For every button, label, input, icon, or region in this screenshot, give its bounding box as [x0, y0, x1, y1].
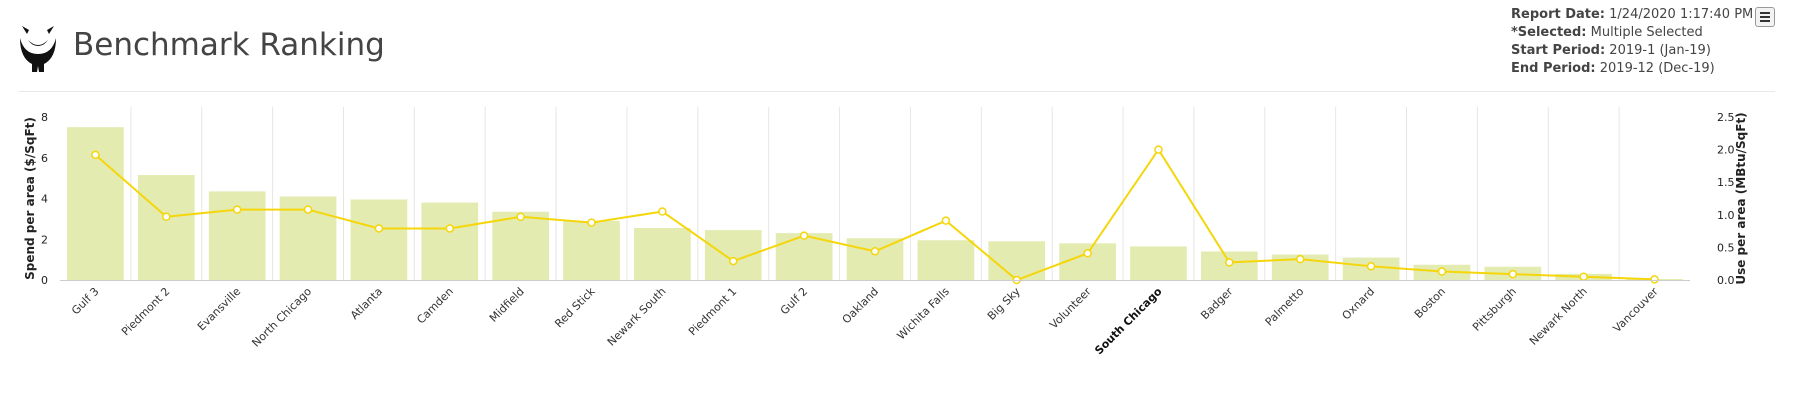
point-south-chicago[interactable]	[1154, 145, 1163, 154]
point-vancouver[interactable]	[1650, 275, 1659, 284]
hamburger-menu-button[interactable]	[1755, 7, 1775, 27]
bar-gulf-3[interactable]	[67, 127, 124, 280]
x-tick-label: Newark South	[605, 285, 669, 349]
start-period-value: 2019-1 (Jan-19)	[1609, 43, 1711, 58]
point-piedmont-1[interactable]	[729, 256, 738, 266]
bar-atlanta[interactable]	[350, 199, 408, 280]
start-period-label: Start Period:	[1511, 43, 1606, 58]
x-tick-label: Oxnard	[1340, 285, 1378, 323]
point-atlanta[interactable]	[374, 224, 384, 233]
point-north-chicago[interactable]	[303, 205, 313, 214]
x-tick-label: South Chicago	[1092, 285, 1165, 358]
x-tick-label: Volunteer	[1047, 285, 1094, 332]
y-left-tick: 6	[41, 152, 48, 165]
header-divider	[18, 91, 1775, 92]
y-left-axis-title: Spend per area ($/SqFt)	[23, 117, 37, 280]
y-left-tick: 8	[41, 111, 48, 124]
bar-red-stick[interactable]	[563, 220, 620, 280]
point-oxnard[interactable]	[1366, 262, 1376, 271]
report-header: Benchmark Ranking Report Date: 1/24/2020…	[0, 0, 1793, 92]
x-tick-label: Pittsburgh	[1470, 285, 1519, 334]
x-tick-label: Boston	[1412, 285, 1448, 321]
selected-value: Multiple Selected	[1590, 25, 1703, 40]
bar-wichita-falls[interactable]	[917, 240, 975, 280]
axis-layer: 0 2 4 6 8 0.0 0.5 1.0 1.5 2.0 2.5 Spend per area ($…	[23, 111, 1748, 287]
x-tick-label: Gulf 3	[69, 285, 101, 317]
hamburger-menu-icon	[1760, 12, 1770, 14]
x-tick-label: Atlanta	[348, 285, 385, 322]
start-period-row: Start Period: 2019-1 (Jan-19)	[1511, 42, 1753, 60]
x-tick-label: Camden	[414, 285, 456, 327]
x-tick-label: Red Stick	[552, 284, 598, 330]
point-gulf-2[interactable]	[799, 231, 809, 240]
hamburger-menu-line	[1760, 16, 1770, 18]
bar-newark-south[interactable]	[634, 228, 691, 280]
bar-midfield[interactable]	[492, 211, 549, 280]
point-volunteer[interactable]	[1083, 249, 1092, 258]
end-period-label: End Period:	[1511, 61, 1596, 76]
x-tick-label: Vancouver	[1611, 285, 1661, 335]
x-tick-label: Piedmont 1	[686, 285, 739, 338]
point-pittsburgh[interactable]	[1508, 269, 1518, 279]
y-right-tick: 2.0	[1717, 144, 1735, 157]
point-boston[interactable]	[1437, 267, 1447, 276]
y-left-tick: 0	[41, 274, 48, 287]
point-palmetto[interactable]	[1295, 254, 1305, 264]
report-info: Report Date: 1/24/2020 1:17:40 PM *Selec…	[1511, 6, 1753, 78]
selected-row: *Selected: Multiple Selected	[1511, 24, 1753, 42]
y-right-tick: 0.5	[1717, 241, 1735, 254]
hamburger-menu-line	[1760, 20, 1770, 22]
x-tick-label: Wichita Falls	[895, 285, 953, 343]
bar-south-chicago[interactable]	[1130, 246, 1187, 280]
y-right-tick: 0.0	[1717, 274, 1735, 287]
bar-evansville[interactable]	[208, 191, 266, 280]
bar-piedmont-1[interactable]	[704, 230, 762, 280]
bar-layer	[67, 127, 1683, 280]
y-right-axis-title: Use per area (MBtu/SqFt)	[1734, 112, 1748, 284]
point-midfield[interactable]	[516, 212, 525, 222]
report-date-value: 1/24/2020 1:17:40 PM	[1609, 7, 1754, 22]
bar-big-sky[interactable]	[988, 241, 1046, 280]
x-tick-label: Palmetto	[1263, 285, 1307, 329]
x-tick-label: Piedmont 2	[119, 285, 172, 338]
selected-label: *Selected:	[1511, 25, 1587, 40]
point-wichita-falls[interactable]	[941, 216, 951, 225]
point-evansville[interactable]	[232, 205, 242, 214]
x-tick-label: Evansville	[195, 285, 243, 333]
bar-camden[interactable]	[421, 202, 479, 280]
x-tick-label: Midfield	[487, 285, 527, 325]
y-right-tick: 1.5	[1717, 176, 1735, 189]
point-gulf-3[interactable]	[91, 150, 100, 160]
x-tick-label: Newark North	[1527, 285, 1590, 348]
page-title: Benchmark Ranking	[73, 27, 385, 63]
point-red-stick[interactable]	[587, 218, 596, 227]
x-tick-label: Badger	[1198, 285, 1235, 322]
label-layer: Gulf 3 Piedmont 2 Evansville North Chicago A…	[69, 284, 1661, 357]
point-oakland[interactable]	[870, 247, 880, 256]
bar-piedmont-2[interactable]	[137, 175, 195, 280]
end-period-row: End Period: 2019-12 (Dec-19)	[1511, 60, 1753, 78]
bull-head-logo-icon	[20, 26, 56, 72]
end-period-value: 2019-12 (Dec-19)	[1599, 61, 1715, 76]
point-piedmont-2[interactable]	[162, 212, 171, 222]
x-tick-label: Gulf 2	[778, 285, 810, 317]
line-layer	[91, 145, 1659, 285]
point-newark-south[interactable]	[658, 207, 667, 216]
bar-oakland[interactable]	[846, 238, 904, 280]
point-badger[interactable]	[1225, 258, 1234, 267]
point-camden[interactable]	[445, 224, 455, 233]
y-left-tick: 4	[41, 193, 48, 206]
x-tick-label: Oakland	[840, 285, 881, 326]
y-left-tick: 2	[41, 233, 48, 246]
bar-gulf-2[interactable]	[775, 233, 833, 280]
x-tick-label: North Chicago	[249, 285, 314, 350]
report-date-row: Report Date: 1/24/2020 1:17:40 PM	[1511, 6, 1753, 24]
benchmark-chart: 0 2 4 6 8 0.0 0.5 1.0 1.5 2.0 2.5 Spend per area ($…	[23, 107, 1748, 357]
y-right-tick: 2.5	[1717, 111, 1735, 124]
y-right-tick: 1.0	[1717, 209, 1735, 222]
report-date-label: Report Date:	[1511, 7, 1606, 22]
x-tick-label: Big Sky	[985, 285, 1023, 323]
point-newark-north[interactable]	[1579, 272, 1588, 281]
